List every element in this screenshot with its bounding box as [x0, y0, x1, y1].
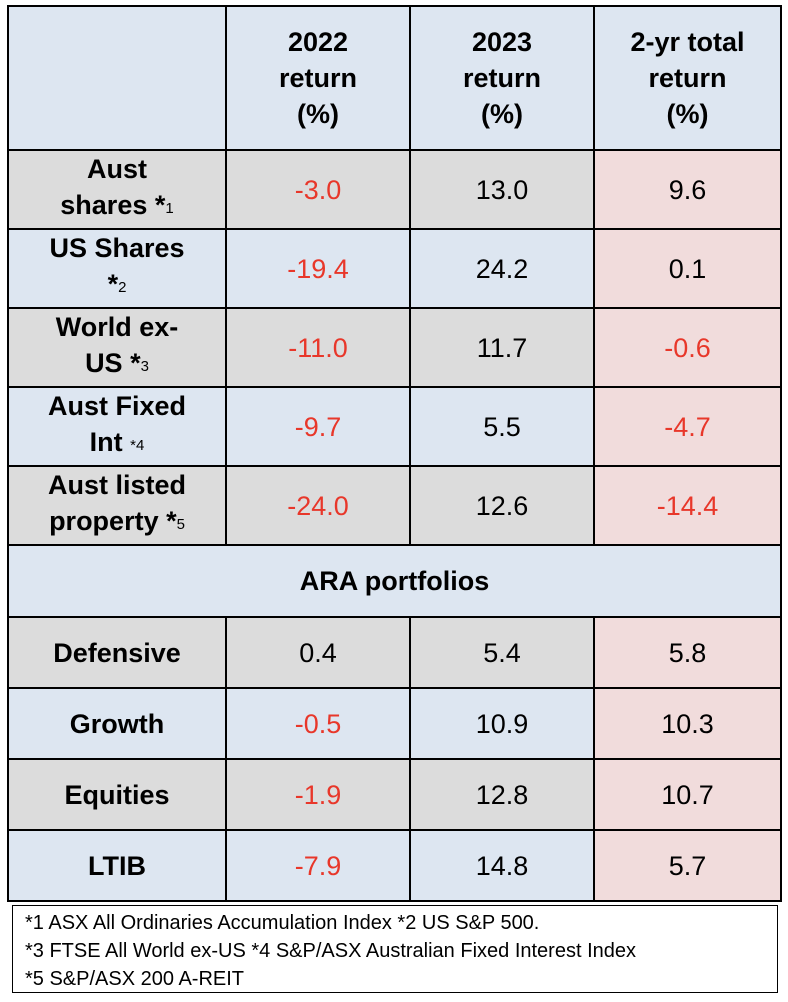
value-2yr: -14.4 — [593, 465, 782, 546]
table-row: LTIB -7.9 14.8 5.7 — [7, 829, 782, 902]
row-label-line1: US Shares — [49, 233, 185, 263]
value-2022: -19.4 — [225, 228, 411, 309]
header-empty-cell — [7, 5, 227, 151]
header-2022: 2022 return (%) — [225, 5, 411, 151]
row-label-line1: World ex- — [55, 312, 179, 342]
header-2022-line1: 2022 — [287, 27, 349, 57]
header-row: 2022 return (%) 2023 return (%) 2-yr tot… — [7, 5, 782, 151]
table-row: Defensive 0.4 5.4 5.8 — [7, 616, 782, 689]
table-row: US Shares *2 -19.4 24.2 0.1 — [7, 228, 782, 309]
table-row: World ex- US *3 -11.0 11.7 -0.6 — [7, 307, 782, 388]
value-2023: 14.8 — [409, 829, 595, 902]
row-label: US Shares *2 — [7, 228, 227, 309]
value-2yr: 10.3 — [593, 687, 782, 760]
row-label: Aust listed property *5 — [7, 465, 227, 546]
header-2yr-line3: (%) — [666, 99, 709, 129]
value-2022: -1.9 — [225, 758, 411, 831]
footnote-line: *5 S&P/ASX 200 A-REIT — [25, 968, 244, 990]
table-row: Equities -1.9 12.8 10.7 — [7, 758, 782, 831]
table-row: Aust shares *1 -3.0 13.0 9.6 — [7, 149, 782, 230]
section-title: ARA portfolios — [7, 544, 782, 618]
value-2yr: -4.7 — [593, 386, 782, 467]
portfolio-label: Equities — [7, 758, 227, 831]
row-label-line2: property * — [49, 506, 177, 536]
header-2yr: 2-yr total return (%) — [593, 5, 782, 151]
row-label-line1: Aust Fixed — [47, 391, 187, 421]
footnote-line: *3 FTSE All World ex-US *4 S&P/ASX Austr… — [25, 940, 637, 962]
table-row: Aust listed property *5 -24.0 12.6 -14.4 — [7, 465, 782, 546]
row-label: World ex- US *3 — [7, 307, 227, 388]
value-2yr: -0.6 — [593, 307, 782, 388]
row-label-line2: Int — [89, 427, 131, 457]
value-2022: 0.4 — [225, 616, 411, 689]
header-2yr-line1: 2-yr total — [630, 27, 745, 57]
footnote-marker: 1 — [165, 200, 174, 217]
header-2022-line2: return — [278, 63, 357, 93]
value-2yr: 5.7 — [593, 829, 782, 902]
row-label: Aust Fixed Int *4 — [7, 386, 227, 467]
section-row: ARA portfolios — [7, 544, 782, 618]
value-2022: -24.0 — [225, 465, 411, 546]
row-label-line1: Aust listed — [47, 470, 187, 500]
value-2023: 5.5 — [409, 386, 595, 467]
value-2022: -9.7 — [225, 386, 411, 467]
row-label: Aust shares *1 — [7, 149, 227, 230]
footnote-line: *1 ASX All Ordinaries Accumulation Index… — [25, 912, 540, 934]
value-2023: 24.2 — [409, 228, 595, 309]
row-label-line2: * — [107, 269, 119, 299]
value-2023: 13.0 — [409, 149, 595, 230]
value-2022: -0.5 — [225, 687, 411, 760]
portfolio-label: Defensive — [7, 616, 227, 689]
value-2023: 11.7 — [409, 307, 595, 388]
value-2023: 12.6 — [409, 465, 595, 546]
table-row: Aust Fixed Int *4 -9.7 5.5 -4.7 — [7, 386, 782, 467]
table-row: Growth -0.5 10.9 10.3 — [7, 687, 782, 760]
value-2022: -3.0 — [225, 149, 411, 230]
value-2yr: 9.6 — [593, 149, 782, 230]
header-2023-line2: return — [462, 63, 541, 93]
row-label-line2: shares * — [60, 190, 166, 220]
footnotes-box: *1 ASX All Ordinaries Accumulation Index… — [12, 905, 778, 993]
footnote-marker: 3 — [140, 358, 149, 375]
footnote-marker: *4 — [130, 437, 145, 454]
header-2023: 2023 return (%) — [409, 5, 595, 151]
footnote-marker: 5 — [176, 516, 185, 533]
header-2022-line3: (%) — [297, 99, 339, 129]
returns-table: 2022 return (%) 2023 return (%) 2-yr tot… — [7, 5, 782, 902]
header-2023-line1: 2023 — [471, 27, 533, 57]
value-2yr: 0.1 — [593, 228, 782, 309]
row-label-line1: Aust — [87, 154, 147, 184]
header-2023-line3: (%) — [481, 99, 523, 129]
footnote-marker: 2 — [118, 279, 127, 296]
value-2023: 12.8 — [409, 758, 595, 831]
portfolio-label: Growth — [7, 687, 227, 760]
portfolio-label: LTIB — [7, 829, 227, 902]
value-2023: 5.4 — [409, 616, 595, 689]
value-2022: -7.9 — [225, 829, 411, 902]
header-2yr-line2: return — [648, 63, 727, 93]
value-2yr: 5.8 — [593, 616, 782, 689]
value-2yr: 10.7 — [593, 758, 782, 831]
value-2023: 10.9 — [409, 687, 595, 760]
row-label-line2: US * — [85, 348, 141, 378]
value-2022: -11.0 — [225, 307, 411, 388]
